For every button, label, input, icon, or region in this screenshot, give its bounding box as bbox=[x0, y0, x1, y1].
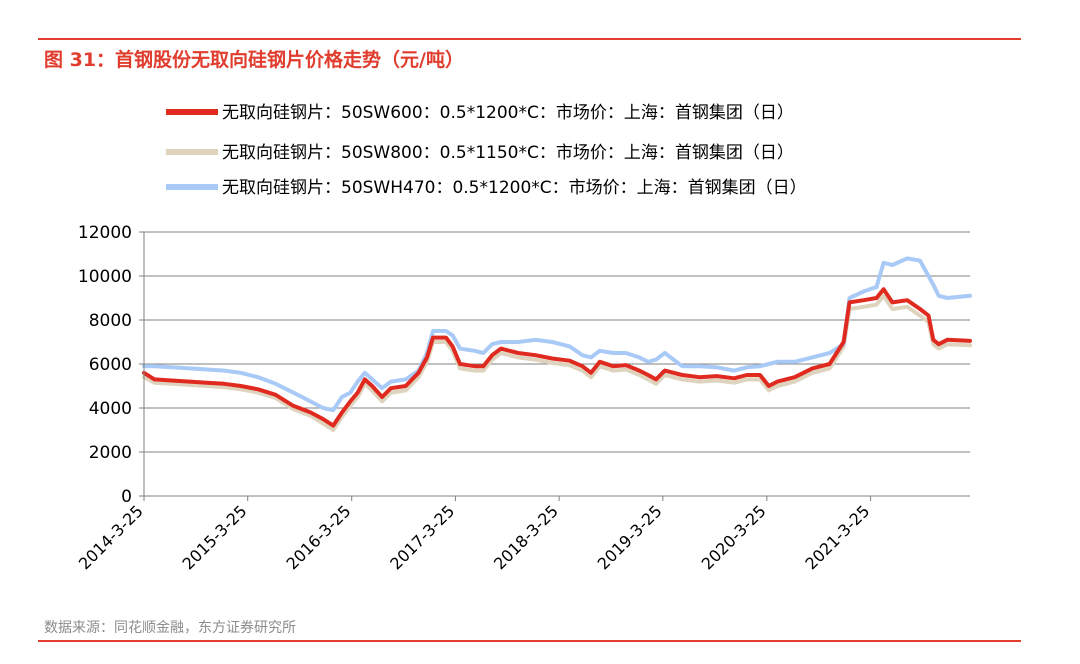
legend-label-1: 无取向硅钢片：50SW800：0.5*1150*C：市场价：上海：首钢集团（日） bbox=[222, 143, 794, 163]
top-rule bbox=[38, 38, 1021, 40]
x-tick-label: 2014-3-25 bbox=[75, 501, 147, 573]
chart-legend: 无取向硅钢片：50SW600：0.5*1200*C：市场价：上海：首钢集团（日）… bbox=[166, 103, 807, 198]
y-tick-label: 10000 bbox=[78, 267, 132, 287]
source-note: 数据来源：同花顺金融，东方证券研究所 bbox=[44, 620, 296, 636]
x-tick-label: 2019-3-25 bbox=[594, 501, 666, 573]
x-tick-label: 2015-3-25 bbox=[179, 501, 251, 573]
x-tick-label: 2021-3-25 bbox=[801, 501, 873, 573]
x-tick-label: 2018-3-25 bbox=[490, 501, 562, 573]
chart-grid bbox=[144, 231, 970, 453]
y-tick-label: 4000 bbox=[89, 399, 132, 419]
bottom-rule bbox=[38, 640, 1021, 642]
legend-label-2: 无取向硅钢片：50SWH470：0.5*1200*C：市场价：上海：首钢集团（日… bbox=[222, 178, 807, 198]
y-tick-label: 8000 bbox=[89, 311, 132, 331]
x-tick-label: 2017-3-25 bbox=[386, 501, 458, 573]
x-tick-label: 2016-3-25 bbox=[283, 501, 355, 573]
figure-title: 图 31：首钢股份无取向硅钢片价格走势（元/吨） bbox=[44, 49, 464, 71]
x-tick-label: 2020-3-25 bbox=[698, 501, 770, 573]
y-tick-label: 0 bbox=[121, 487, 132, 507]
y-tick-label: 6000 bbox=[89, 355, 132, 375]
legend-label-0: 无取向硅钢片：50SW600：0.5*1200*C：市场价：上海：首钢集团（日） bbox=[222, 103, 794, 123]
y-tick-label: 12000 bbox=[78, 223, 132, 243]
chart-series bbox=[142, 256, 972, 432]
y-tick-label: 2000 bbox=[89, 443, 132, 463]
series-line-0 bbox=[142, 287, 972, 428]
